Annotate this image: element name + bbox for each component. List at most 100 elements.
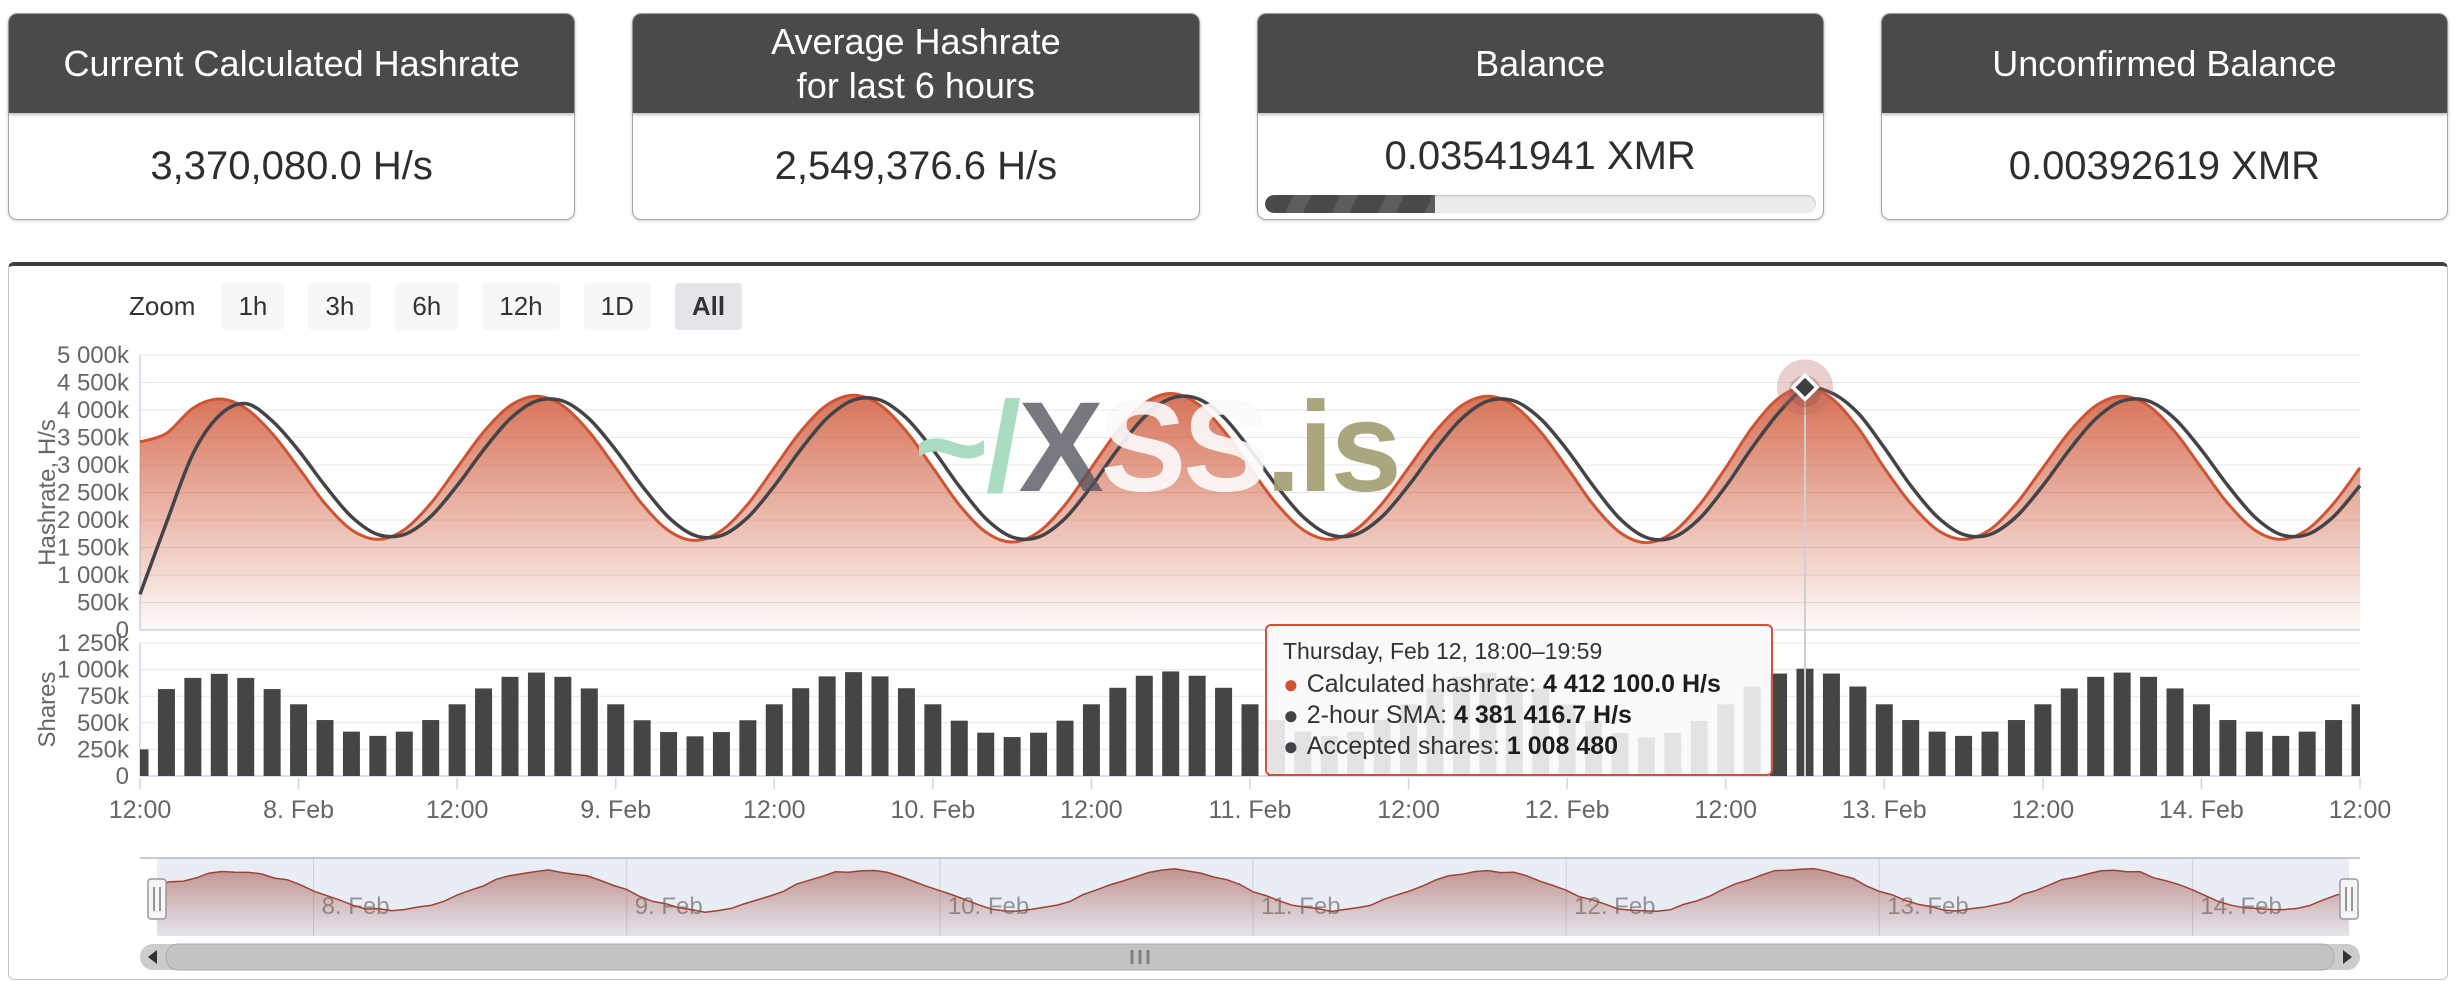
- zoom-button-12h[interactable]: 12h: [482, 282, 560, 330]
- x-tick-label: 12:00: [426, 796, 489, 824]
- hashrate-tick-label: 2 000k: [57, 507, 130, 534]
- shares-bar: [342, 731, 360, 776]
- shares-tick-label: 1 000k: [57, 657, 130, 684]
- hashrate-tick-label: 4 000k: [57, 397, 130, 424]
- shares-bar: [316, 720, 334, 776]
- shares-bar: [184, 677, 202, 776]
- shares-bar: [501, 676, 519, 776]
- x-tick-label: 12:00: [2329, 796, 2392, 824]
- hashrate-tick-label: 0: [116, 617, 129, 644]
- shares-bar: [1928, 731, 1946, 776]
- zoom-button-1h[interactable]: 1h: [221, 282, 285, 330]
- shares-bar: [237, 677, 255, 776]
- hashrate-tick-label: 3 500k: [57, 425, 130, 452]
- scrollbar-right-arrow-icon[interactable]: [2343, 950, 2352, 964]
- shares-bar: [2325, 720, 2343, 776]
- navigator-handle-right[interactable]: [2339, 878, 2359, 920]
- navigator-area: [157, 868, 2349, 936]
- shares-bar: [2298, 731, 2316, 776]
- shares-bar: [871, 676, 889, 776]
- x-tick-label: 12:00: [1694, 796, 1757, 824]
- shares-bar: [1849, 686, 1867, 776]
- shares-bar: [1082, 704, 1100, 776]
- shares-bar: [1981, 731, 1999, 776]
- shares-bar: [660, 732, 678, 776]
- zoom-button-1d[interactable]: 1D: [583, 282, 651, 330]
- x-tick-label: 13. Feb: [1842, 796, 1927, 824]
- shares-bar: [633, 720, 651, 776]
- shares-bar: [739, 720, 757, 776]
- scrollbar-thumb[interactable]: [165, 943, 2335, 971]
- hashrate-tick-label: 2 500k: [57, 480, 130, 507]
- series-bullet-icon: ●: [1283, 669, 1299, 699]
- shares-tick-label: 250k: [77, 736, 130, 763]
- shares-bar: [2060, 688, 2078, 776]
- shares-bar: [845, 672, 863, 776]
- stat-card-value: 0.03541941 XMR: [1384, 133, 1696, 178]
- zoom-button-all[interactable]: All: [674, 282, 743, 330]
- shares-bar: [1109, 687, 1127, 776]
- shares-bar: [2034, 704, 2052, 776]
- shares-bar: [686, 736, 704, 776]
- stat-card-value: 2,549,376.6 H/s: [774, 143, 1058, 188]
- x-tick-label: 12:00: [109, 796, 172, 824]
- shares-bar: [2087, 676, 2105, 776]
- x-tick-label: 12:00: [1060, 796, 1123, 824]
- calculated-hashrate-area: [140, 387, 2360, 630]
- x-tick-label: 12:00: [2012, 796, 2075, 824]
- shares-bar: [1135, 675, 1153, 776]
- shares-bar: [554, 676, 572, 776]
- shares-bar: [2007, 720, 2025, 776]
- stat-card-balance: Balance 0.03541941 XMR: [1256, 13, 1824, 220]
- stat-card-current-hashrate: Current Calculated Hashrate 3,370,080.0 …: [8, 13, 576, 220]
- stat-card-title: Unconfirmed Balance: [1881, 14, 2447, 113]
- scrollbar-left-arrow-icon[interactable]: [148, 950, 157, 964]
- hashrate-tick-label: 4 500k: [57, 370, 130, 397]
- balance-progress-bar: [1264, 195, 1816, 213]
- shares-bar: [977, 732, 995, 776]
- shares-bar: [1030, 732, 1048, 776]
- shares-bar: [792, 688, 810, 776]
- shares-bar: [2272, 735, 2290, 776]
- shares-bar: [2245, 731, 2263, 776]
- shares-bar: [818, 676, 836, 776]
- shares-tick-label: 500k: [77, 710, 130, 737]
- shares-bar: [924, 704, 942, 776]
- shares-tick-label: 750k: [77, 683, 130, 710]
- shares-bar: [157, 689, 175, 776]
- series-bullet-icon: ●: [1283, 731, 1299, 761]
- navigator-handle-left[interactable]: [147, 878, 167, 920]
- shares-bar: [1188, 675, 1206, 776]
- tooltip-row: ● 2-hour SMA: 4 381 416.7 H/s: [1283, 700, 1632, 730]
- shares-bar: [1902, 720, 1920, 776]
- tooltip-row: ● Calculated hashrate: 4 412 100.0 H/s: [1283, 669, 1721, 699]
- hashrate-tick-label: 5 000k: [57, 342, 130, 369]
- shares-tick-label: 0: [116, 763, 129, 790]
- stat-card-value: 0.00392619 XMR: [2008, 143, 2321, 188]
- shares-bar: [210, 673, 228, 776]
- calculated-hashrate-line: [139, 385, 2362, 545]
- zoom-button-6h[interactable]: 6h: [395, 282, 459, 330]
- hashrate-axis-title: Hashrate, H/s: [34, 419, 61, 566]
- shares-bar: [290, 704, 308, 776]
- x-tick-label: 10. Feb: [890, 796, 975, 824]
- shares-bar: [1822, 673, 1840, 776]
- shares-bar: [395, 731, 413, 776]
- hover-point-marker[interactable]: [1790, 372, 1820, 402]
- shares-bar: [712, 732, 730, 776]
- stat-card-title: Balance: [1257, 14, 1823, 113]
- shares-bar: [580, 688, 598, 776]
- stat-card-title: Current Calculated Hashrate: [9, 14, 575, 113]
- shares-bar: [2192, 704, 2210, 776]
- chart-panel: Zoom 1h 3h 6h 12h 1D All 0 500k 1 000k 1 500k 2 0…: [8, 262, 2448, 980]
- stat-card-title: Average Hashrate for last 6 hours: [633, 14, 1199, 113]
- shares-bar: [2166, 688, 2184, 776]
- tooltip-rows: ● Calculated hashrate: 4 412 100.0 H/s ● 2-…: [1283, 669, 1753, 762]
- x-tick-label: 12:00: [1377, 796, 1440, 824]
- zoom-button-3h[interactable]: 3h: [308, 282, 372, 330]
- shares-bar: [1003, 737, 1021, 776]
- shares-bar: [2140, 676, 2158, 776]
- hashrate-tick-label: 3 000k: [57, 452, 130, 479]
- x-tick-label: 12:00: [743, 796, 806, 824]
